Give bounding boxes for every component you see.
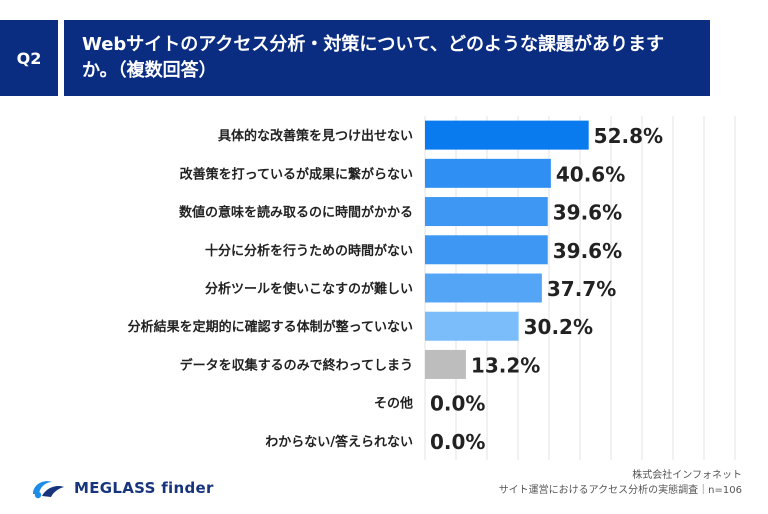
bar xyxy=(425,197,548,227)
bar xyxy=(425,273,542,303)
value-label: 40.6% xyxy=(556,162,625,186)
question-header: Webサイトのアクセス分析・対策について、どのような課題がありますか。（複数回答… xyxy=(64,20,710,96)
bar xyxy=(425,158,551,188)
category-label: データを収集するのみで終わってしまう xyxy=(180,357,413,373)
category-label: 具体的な改善策を見つけ出せない xyxy=(218,128,413,144)
category-label: わからない/答えられない xyxy=(265,434,413,450)
category-label: 十分に分析を行うための時間がない xyxy=(205,243,413,259)
bar xyxy=(425,311,519,341)
logo-text: MEGLASS finder xyxy=(74,479,214,497)
category-label: 数値の意味を読み取るのに時間がかかる xyxy=(179,205,413,221)
value-label: 37.7% xyxy=(547,277,616,301)
bar xyxy=(425,120,589,150)
source-note: 株式会社インフォネット サイト運営におけるアクセス分析の実態調査｜n=106 xyxy=(499,468,742,498)
value-label: 52.8% xyxy=(594,124,663,148)
source-survey: サイト運営におけるアクセス分析の実態調査｜n=106 xyxy=(498,485,742,496)
bar xyxy=(425,235,548,265)
value-label: 13.2% xyxy=(471,353,540,377)
category-label: 分析結果を定期的に確認する体制が整っていない xyxy=(128,319,413,335)
question-badge: Q2 xyxy=(0,20,58,96)
question-title: Webサイトのアクセス分析・対策について、どのような課題がありますか。（複数回答… xyxy=(82,34,664,81)
category-label: 改善策を打っているが成果に繋がらない xyxy=(180,166,413,182)
brand-logo: MEGLASS finder xyxy=(30,476,214,500)
meglass-logo-icon xyxy=(33,481,64,499)
bar xyxy=(425,349,466,379)
value-label: 0.0% xyxy=(430,392,485,416)
value-label: 0.0% xyxy=(430,430,485,454)
value-label: 30.2% xyxy=(524,315,593,339)
category-label: 分析ツールを使いこなすのが難しい xyxy=(205,281,413,297)
source-company: 株式会社インフォネット xyxy=(632,470,742,481)
value-label: 39.6% xyxy=(553,201,622,225)
question-number: Q2 xyxy=(16,48,42,68)
category-label: その他 xyxy=(374,396,413,412)
value-label: 39.6% xyxy=(553,239,622,263)
